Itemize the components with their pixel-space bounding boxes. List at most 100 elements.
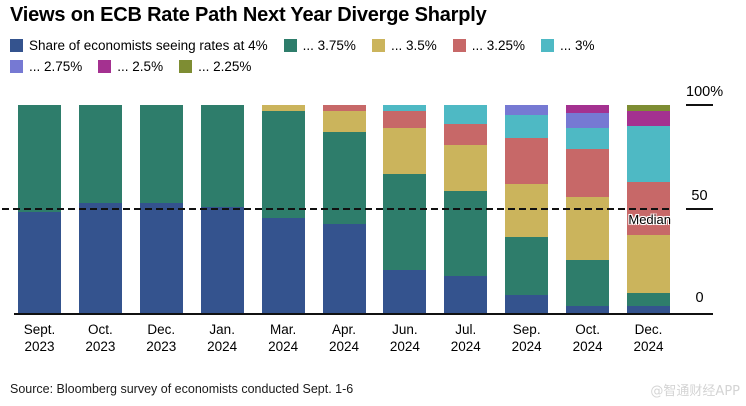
bar-segment-2.5% [627, 111, 670, 126]
bar-segment-3.75% [505, 236, 549, 296]
bar-segment-3% [566, 128, 610, 149]
y-axis-label-50: 50 [691, 188, 708, 204]
bar-sep-2024 [505, 105, 549, 314]
x-axis-label-line: Apr. [331, 322, 356, 337]
x-axis-label-line: Oct. [575, 322, 600, 337]
bar-segment-3.25% [322, 105, 366, 112]
x-axis-label-line: 2023 [24, 339, 55, 354]
x-axis-label: Jun. 2024 [363, 321, 447, 355]
y-tick-100 [686, 104, 713, 106]
bar-segment-3.5% [505, 184, 549, 237]
x-axis-label-line: Dec. [634, 322, 663, 337]
bar-segment-3.25% [566, 148, 610, 197]
bar-segment-3.75% [627, 293, 670, 306]
bar-apr-2024 [322, 105, 366, 314]
legend-swatch-icon [283, 39, 297, 52]
x-axis-label-line: 2024 [268, 339, 299, 354]
legend-label: ... 3% [560, 38, 595, 53]
bar-segment-3.75% [322, 132, 366, 225]
x-axis-label-line: Sept. [23, 322, 56, 337]
y-axis-label-100: 100% [686, 84, 724, 100]
legend-item-4%: Share of economists seeing rates at 4% [10, 38, 268, 53]
x-axis-label-line: Dec. [147, 322, 176, 337]
bar-segment-2.5% [566, 105, 610, 114]
x-axis-label: Dec. 2023 [119, 321, 203, 355]
x-axis-label-line: Jun. [392, 322, 418, 337]
x-axis-label: Oct. 2024 [546, 321, 630, 355]
median-label: Median [628, 212, 671, 227]
bar-sept-2023 [18, 105, 61, 314]
x-axis-label-line: 2024 [207, 339, 238, 354]
x-axis-label-line: 2023 [146, 339, 177, 354]
bar-oct-2024 [566, 105, 610, 314]
median-dashed-line [2, 208, 671, 210]
x-axis-label: Apr. 2024 [302, 321, 386, 355]
source-note: Source: Bloomberg survey of economists c… [10, 382, 354, 396]
x-axis-label-line: Mar. [269, 322, 297, 337]
bar-segment-4% [322, 224, 366, 314]
y-axis-label-0: 0 [695, 290, 704, 306]
legend-label: ... 3.75% [302, 38, 356, 53]
bar-segment-3.75% [261, 111, 305, 218]
bar-segment-4% [444, 276, 488, 314]
x-axis-label: Mar. 2024 [241, 321, 325, 355]
legend-row-2: ... 2.75% ... 2.5% ... 2.25% [10, 59, 734, 74]
legend-label: ... 2.75% [29, 59, 83, 74]
legend-swatch-icon [541, 39, 555, 52]
bar-jun-2024 [383, 105, 427, 314]
x-axis-label: Sept. 2023 [0, 321, 82, 355]
bar-segment-3.75% [566, 259, 610, 306]
watermark: @智通财经APP [650, 384, 740, 399]
legend-item-2.25%: ... 2.25% [179, 59, 251, 74]
x-axis-label: Oct. 2023 [58, 321, 142, 355]
legend-item-3%: ... 3% [541, 38, 595, 53]
bar-segment-4% [78, 203, 122, 314]
x-axis-label-line: 2024 [450, 339, 481, 354]
legend: Share of economists seeing rates at 4%..… [10, 38, 734, 80]
legend-row-1: Share of economists seeing rates at 4%..… [10, 38, 734, 53]
bar-segment-3.25% [383, 111, 427, 129]
bar-segment-4% [261, 217, 305, 314]
bar-dec-2023 [139, 105, 183, 314]
bar-segment-3.5% [444, 144, 488, 191]
x-axis-label-line: 2024 [389, 339, 420, 354]
legend-label: ... 3.5% [390, 38, 437, 53]
bar-segment-3.5% [627, 234, 670, 294]
bar-segment-4% [566, 305, 610, 314]
legend-item-2.5%: ... 2.5% [98, 59, 163, 74]
bar-segment-2.75% [505, 105, 549, 116]
bar-segment-3.5% [261, 105, 305, 112]
bar-segment-3.75% [383, 174, 427, 271]
x-axis-label-line: 2024 [511, 339, 542, 354]
bar-segment-3.75% [200, 105, 244, 208]
bar-mar-2024 [261, 105, 305, 314]
bar-segment-3% [505, 115, 549, 139]
legend-swatch-icon [371, 39, 385, 52]
legend-swatch-icon [98, 60, 112, 73]
bar-segment-4% [200, 207, 244, 314]
x-axis-label-line: Jul. [455, 322, 477, 337]
bar-segment-4% [627, 305, 670, 314]
bar-segment-4% [383, 270, 427, 314]
legend-item-2.75%: ... 2.75% [10, 59, 82, 74]
bar-segment-3.75% [139, 105, 183, 204]
bar-segment-4% [18, 211, 61, 314]
bar-segment-3.25% [444, 123, 488, 145]
legend-item-3.25%: ... 3.25% [452, 38, 525, 53]
y-tick-50 [686, 208, 713, 210]
bar-segment-2.75% [566, 113, 610, 129]
bar-oct-2023 [78, 105, 122, 314]
bar-segment-3.5% [322, 111, 366, 133]
bar-segment-3.5% [383, 128, 427, 174]
x-axis-label: Jul. 2024 [424, 321, 508, 355]
bar-segment-3.25% [505, 138, 549, 185]
x-axis-label: Dec. 2024 [607, 321, 691, 355]
bar-segment-3.5% [566, 196, 610, 260]
chart-title: Views on ECB Rate Path Next Year Diverge… [10, 4, 487, 26]
x-axis-label-line: Sep. [512, 322, 541, 337]
x-axis-labels: Sept. 2023 Oct. 2023 Dec. 2023 Jan. 2024 Mar. 202… [18, 321, 670, 357]
x-axis-label-line: Jan. [209, 322, 235, 337]
x-axis-label-line: 2024 [572, 339, 603, 354]
legend-label: Share of economists seeing rates at 4% [29, 38, 268, 53]
